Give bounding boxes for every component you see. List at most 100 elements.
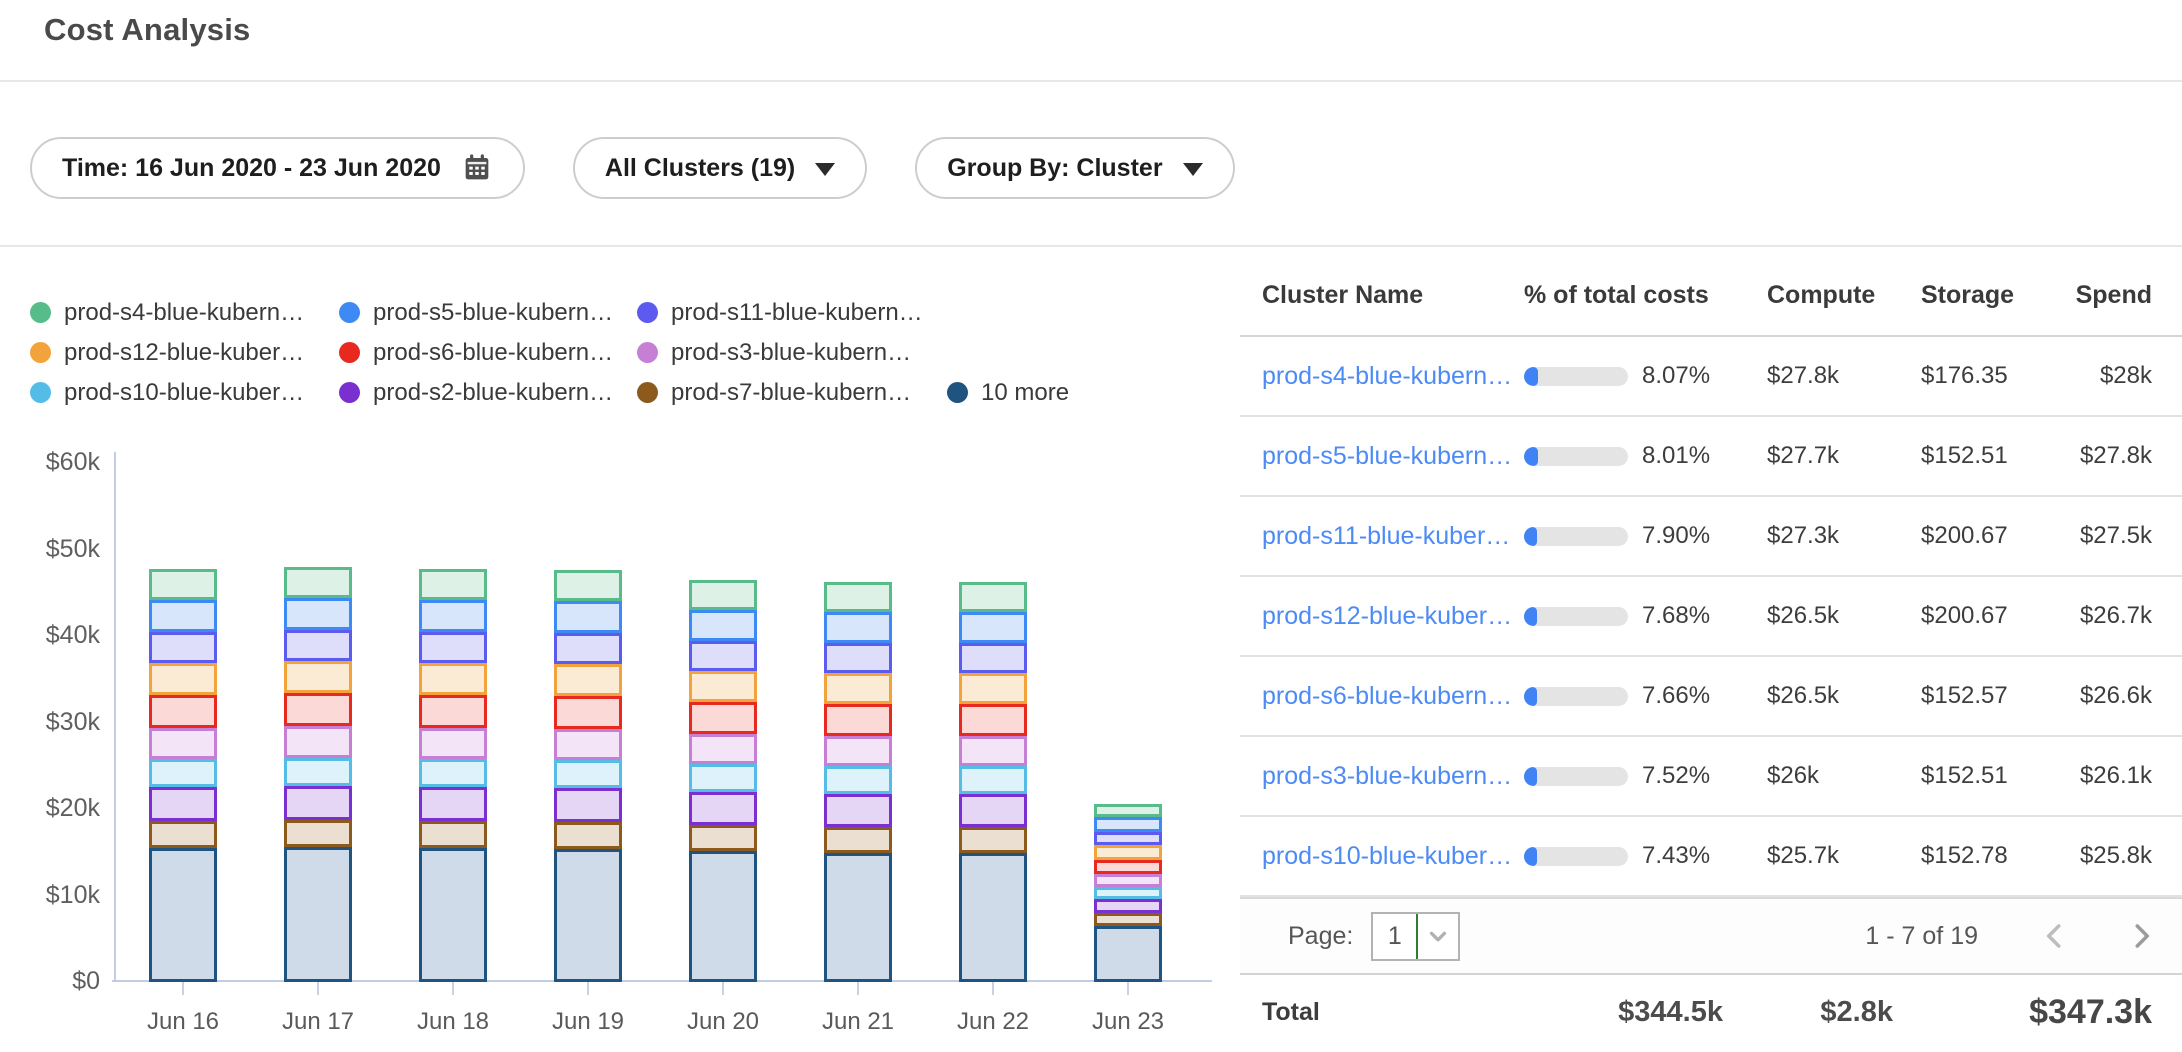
cluster-name-link[interactable]: prod-s6-blue-kubern… <box>1262 682 1524 711</box>
bar-segment[interactable] <box>149 728 217 759</box>
bar-segment[interactable] <box>149 759 217 787</box>
bar-segment[interactable] <box>149 632 217 663</box>
cluster-name-link[interactable]: prod-s5-blue-kubern… <box>1262 442 1524 471</box>
bar-segment[interactable] <box>284 693 352 726</box>
cluster-name-link[interactable]: prod-s3-blue-kubern… <box>1262 762 1524 791</box>
bar-segment[interactable] <box>1094 817 1162 832</box>
bar-segment[interactable] <box>149 663 217 695</box>
bar-segment[interactable] <box>1094 845 1162 860</box>
bar-segment[interactable] <box>824 794 892 827</box>
bar-segment[interactable] <box>554 760 622 788</box>
stacked-bar[interactable] <box>1094 804 1162 982</box>
bar-segment[interactable] <box>149 695 217 728</box>
cluster-name-link[interactable]: prod-s12-blue-kuber… <box>1262 602 1524 631</box>
bar-segment[interactable] <box>554 633 622 664</box>
bar-segment[interactable] <box>1094 832 1162 845</box>
bar-segment[interactable] <box>554 664 622 696</box>
next-page-icon[interactable] <box>2126 921 2156 951</box>
legend-item[interactable]: prod-s10-blue-kuber… <box>30 379 339 407</box>
bar-segment[interactable] <box>1094 860 1162 874</box>
bar-segment[interactable] <box>959 766 1027 794</box>
bar-segment[interactable] <box>284 567 352 598</box>
bar-segment[interactable] <box>419 848 487 982</box>
bar-segment[interactable] <box>1094 804 1162 817</box>
stacked-bar[interactable] <box>959 582 1027 982</box>
bar-segment[interactable] <box>554 729 622 760</box>
bar-segment[interactable] <box>689 641 757 671</box>
bar-segment[interactable] <box>689 851 757 982</box>
page-select[interactable]: 1 <box>1371 912 1460 961</box>
bar-segment[interactable] <box>689 671 757 702</box>
bar-segment[interactable] <box>284 726 352 758</box>
legend-item[interactable]: prod-s3-blue-kubern… <box>637 339 947 367</box>
bar-segment[interactable] <box>149 821 217 848</box>
bar-segment[interactable] <box>1094 874 1162 887</box>
stacked-bar[interactable] <box>554 570 622 982</box>
legend-item[interactable]: prod-s12-blue-kuber… <box>30 339 339 367</box>
cluster-name-link[interactable]: prod-s4-blue-kubern… <box>1262 362 1524 391</box>
bar-segment[interactable] <box>419 569 487 600</box>
stacked-bar[interactable] <box>284 567 352 982</box>
bar-segment[interactable] <box>959 853 1027 982</box>
bar-segment[interactable] <box>824 853 892 982</box>
stacked-bar[interactable] <box>419 569 487 982</box>
bar-segment[interactable] <box>554 570 622 601</box>
cluster-name-link[interactable]: prod-s11-blue-kuber… <box>1262 522 1524 551</box>
bar-segment[interactable] <box>959 643 1027 673</box>
bar-segment[interactable] <box>689 734 757 764</box>
bar-segment[interactable] <box>689 764 757 792</box>
bar-segment[interactable] <box>554 601 622 633</box>
bar-segment[interactable] <box>689 610 757 641</box>
legend-item[interactable]: prod-s2-blue-kubern… <box>339 379 637 407</box>
bar-segment[interactable] <box>689 792 757 825</box>
bar-segment[interactable] <box>149 787 217 821</box>
bar-segment[interactable] <box>284 661 352 693</box>
prev-page-icon[interactable] <box>2040 921 2070 951</box>
bar-segment[interactable] <box>1094 899 1162 913</box>
bar-segment[interactable] <box>959 673 1027 704</box>
legend-item[interactable]: prod-s5-blue-kubern… <box>339 299 637 327</box>
bar-segment[interactable] <box>1094 887 1162 899</box>
bar-segment[interactable] <box>284 758 352 786</box>
bar-segment[interactable] <box>419 728 487 759</box>
bar-segment[interactable] <box>959 736 1027 766</box>
bar-segment[interactable] <box>689 825 757 851</box>
legend-item[interactable]: 10 more <box>947 379 1069 407</box>
bar-segment[interactable] <box>959 704 1027 736</box>
bar-segment[interactable] <box>824 827 892 853</box>
bar-segment[interactable] <box>554 849 622 982</box>
bar-segment[interactable] <box>824 704 892 736</box>
bar-segment[interactable] <box>284 786 352 820</box>
bar-segment[interactable] <box>149 848 217 982</box>
bar-segment[interactable] <box>1094 913 1162 926</box>
stacked-bar[interactable] <box>149 569 217 982</box>
bar-segment[interactable] <box>824 766 892 794</box>
time-range-filter[interactable]: Time: 16 Jun 2020 - 23 Jun 2020 <box>30 137 525 199</box>
stacked-bar[interactable] <box>824 582 892 982</box>
bar-segment[interactable] <box>284 598 352 630</box>
legend-item[interactable]: prod-s11-blue-kubern… <box>637 299 947 327</box>
legend-item[interactable]: prod-s4-blue-kubern… <box>30 299 339 327</box>
clusters-filter-dropdown[interactable]: All Clusters (19) <box>573 137 867 199</box>
bar-segment[interactable] <box>959 582 1027 612</box>
bar-segment[interactable] <box>959 794 1027 827</box>
bar-segment[interactable] <box>689 702 757 734</box>
bar-segment[interactable] <box>419 821 487 848</box>
bar-segment[interactable] <box>1094 926 1162 982</box>
bar-segment[interactable] <box>419 632 487 663</box>
bar-segment[interactable] <box>284 847 352 982</box>
bar-segment[interactable] <box>824 582 892 612</box>
bar-segment[interactable] <box>959 612 1027 643</box>
bar-segment[interactable] <box>419 695 487 728</box>
bar-segment[interactable] <box>824 643 892 673</box>
bar-segment[interactable] <box>824 612 892 643</box>
cluster-name-link[interactable]: prod-s10-blue-kuber… <box>1262 842 1524 871</box>
bar-segment[interactable] <box>824 673 892 704</box>
bar-segment[interactable] <box>824 736 892 766</box>
bar-segment[interactable] <box>149 569 217 600</box>
bar-segment[interactable] <box>149 600 217 632</box>
bar-segment[interactable] <box>419 600 487 632</box>
group-by-dropdown[interactable]: Group By: Cluster <box>915 137 1234 199</box>
bar-segment[interactable] <box>959 827 1027 853</box>
stacked-bar[interactable] <box>689 580 757 982</box>
